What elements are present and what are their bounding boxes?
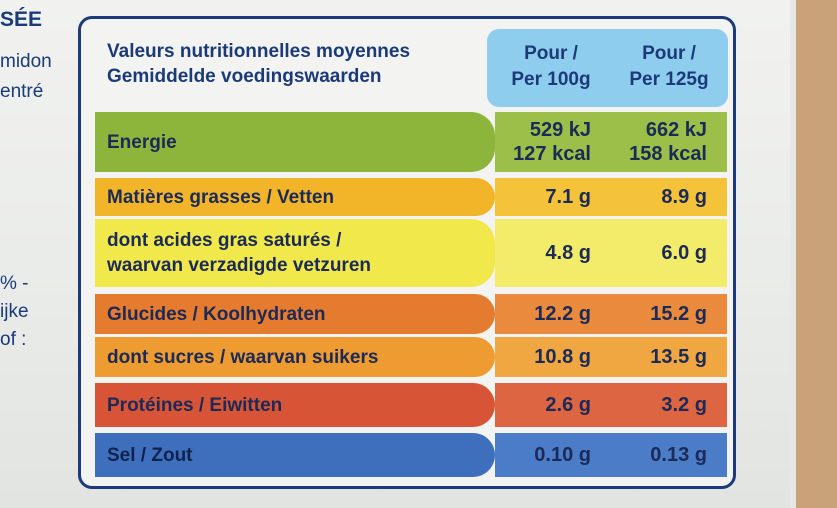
value-per-125g: 13.5 g bbox=[611, 337, 727, 377]
row-label-text: dont acides gras saturés / bbox=[107, 230, 342, 251]
side-text-line6: of : bbox=[0, 329, 27, 350]
row-label-text: Glucides / Koolhydraten bbox=[107, 303, 326, 325]
value: 0.13 g bbox=[650, 444, 707, 466]
value-per-125g: 0.13 g bbox=[611, 433, 727, 477]
row-label-text: Energie bbox=[107, 131, 177, 153]
side-text-line2: midon bbox=[0, 51, 52, 72]
row-values: 7.1 g 8.9 g bbox=[495, 178, 727, 216]
value-kcal: 158 kcal bbox=[629, 143, 707, 165]
col1-line1: Pour / bbox=[524, 43, 578, 64]
value-per-100g: 7.1 g bbox=[495, 178, 611, 216]
value: 7.1 g bbox=[545, 186, 591, 208]
value-kj: 662 kJ bbox=[645, 119, 707, 141]
row-label: Matières grasses / Vetten bbox=[95, 178, 495, 216]
side-text-line5: ijke bbox=[0, 301, 29, 322]
value-per-100g: 4.8 g bbox=[495, 219, 611, 287]
col1-line2: Per 100g bbox=[511, 69, 591, 90]
value: 6.0 g bbox=[661, 242, 707, 264]
column-header-per-100g: Pour / Per 100g bbox=[491, 41, 611, 93]
row-label: dont sucres / waarvan suikers bbox=[95, 337, 495, 377]
value: 2.6 g bbox=[545, 394, 591, 416]
value: 12.2 g bbox=[534, 303, 591, 325]
column-header-box: Pour / Per 100g Pour / Per 125g bbox=[487, 29, 728, 107]
row-values: 4.8 g 6.0 g bbox=[495, 219, 727, 287]
row-label-text: Sel / Zout bbox=[107, 444, 193, 466]
row-label: Energie bbox=[95, 112, 495, 172]
value-kj: 529 kJ bbox=[529, 119, 591, 141]
row-label: Protéines / Eiwitten bbox=[95, 383, 495, 427]
row-values: 10.8 g 13.5 g bbox=[495, 337, 727, 377]
value-kcal: 127 kcal bbox=[513, 143, 591, 165]
row-label: Glucides / Koolhydraten bbox=[95, 294, 495, 334]
row-sugars: dont sucres / waarvan suikers 10.8 g 13.… bbox=[95, 337, 727, 377]
row-values: 12.2 g 15.2 g bbox=[495, 294, 727, 334]
row-values: 2.6 g 3.2 g bbox=[495, 383, 727, 427]
value-per-100g: 12.2 g bbox=[495, 294, 611, 334]
value-per-100g: 529 kJ 127 kcal bbox=[495, 112, 611, 172]
title-fr: Valeurs nutritionnelles moyennes bbox=[107, 41, 411, 62]
row-label-text: dont sucres / waarvan suikers bbox=[107, 346, 379, 368]
side-text-line4: % - bbox=[0, 273, 29, 294]
row-values: 529 kJ 127 kcal 662 kJ 158 kcal bbox=[495, 112, 727, 172]
value-per-100g: 0.10 g bbox=[495, 433, 611, 477]
row-saturated-fat: dont acides gras saturés / waarvan verza… bbox=[95, 219, 727, 287]
row-energy: Energie 529 kJ 127 kcal 662 kJ 158 kcal bbox=[95, 112, 727, 172]
col2-line1: Pour / bbox=[642, 43, 696, 64]
column-header-per-125g: Pour / Per 125g bbox=[609, 41, 729, 93]
row-label-text-2: waarvan verzadigde vetzuren bbox=[107, 255, 371, 276]
value-per-125g: 3.2 g bbox=[611, 383, 727, 427]
value: 15.2 g bbox=[650, 303, 707, 325]
value-per-125g: 8.9 g bbox=[611, 178, 727, 216]
table-header-title: Valeurs nutritionnelles moyennes Gemidde… bbox=[107, 39, 467, 89]
row-carbohydrates: Glucides / Koolhydraten 12.2 g 15.2 g bbox=[95, 294, 727, 334]
row-label: Sel / Zout bbox=[95, 433, 495, 477]
row-label-text: Matières grasses / Vetten bbox=[107, 186, 335, 208]
value-per-100g: 2.6 g bbox=[495, 383, 611, 427]
value: 0.10 g bbox=[534, 444, 591, 466]
row-label-text: Protéines / Eiwitten bbox=[107, 394, 283, 416]
title-nl: Gemiddelde voedingswaarden bbox=[107, 66, 382, 87]
row-fat: Matières grasses / Vetten 7.1 g 8.9 g bbox=[95, 178, 727, 216]
package-surface: SÉE midon entré % - ijke of : Valeurs nu… bbox=[0, 0, 796, 508]
value: 3.2 g bbox=[661, 394, 707, 416]
nutrition-table: Valeurs nutritionnelles moyennes Gemidde… bbox=[78, 16, 736, 489]
row-salt: Sel / Zout 0.10 g 0.13 g bbox=[95, 433, 727, 477]
value: 13.5 g bbox=[650, 346, 707, 368]
col2-line2: Per 125g bbox=[629, 69, 709, 90]
value: 10.8 g bbox=[534, 346, 591, 368]
value: 8.9 g bbox=[661, 186, 707, 208]
value: 4.8 g bbox=[545, 242, 591, 264]
value-per-125g: 15.2 g bbox=[611, 294, 727, 334]
value-per-100g: 10.8 g bbox=[495, 337, 611, 377]
side-text-line1: SÉE bbox=[0, 8, 43, 31]
row-values: 0.10 g 0.13 g bbox=[495, 433, 727, 477]
row-label: dont acides gras saturés / waarvan verza… bbox=[95, 219, 495, 287]
value-per-125g: 662 kJ 158 kcal bbox=[611, 112, 727, 172]
row-protein: Protéines / Eiwitten 2.6 g 3.2 g bbox=[95, 383, 727, 427]
side-text-line3: entré bbox=[0, 81, 44, 102]
value-per-125g: 6.0 g bbox=[611, 219, 727, 287]
